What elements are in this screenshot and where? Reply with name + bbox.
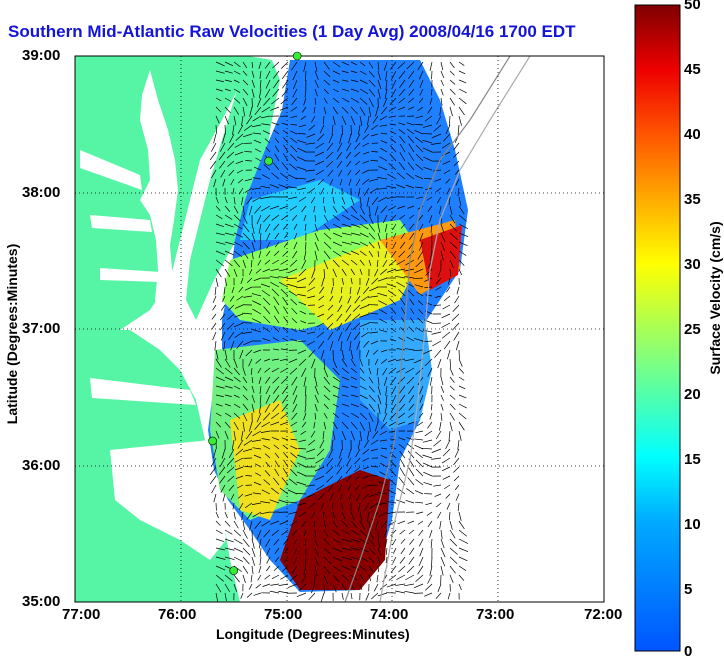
station-3 [209,437,217,445]
x-tick-6: 72:00 [584,606,622,623]
cb-tick-25: 25 [684,321,701,338]
y-tick-5: 35:00 [22,593,60,610]
cb-tick-0: 0 [684,643,692,660]
cb-tick-50: 50 [684,0,701,13]
cb-tick-35: 35 [684,191,701,208]
station-2 [265,157,273,165]
colorbar-label: Surface Velocity (cm/s) [707,198,723,398]
cb-tick-10: 10 [684,516,701,533]
y-tick-3: 37:00 [22,320,60,337]
station-1 [293,52,301,60]
y-tick-1: 39:00 [22,47,60,64]
x-tick-1: 77:00 [62,606,100,623]
x-tick-2: 76:00 [158,606,196,623]
x-tick-4: 74:00 [370,606,408,623]
y-axis-label: Latitude (Degrees:Minutes) [4,234,20,434]
x-tick-5: 73:00 [476,606,514,623]
y-tick-4: 36:00 [22,457,60,474]
cb-tick-20: 20 [684,386,701,403]
x-tick-3: 75:00 [264,606,302,623]
cb-tick-5: 5 [684,581,692,598]
y-tick-2: 38:00 [22,184,60,201]
cb-tick-15: 15 [684,451,701,468]
station-4 [230,567,238,575]
cb-tick-40: 40 [684,126,701,143]
cb-tick-30: 30 [684,256,701,273]
x-axis-label: Longitude (Degrees:Minutes) [216,626,410,642]
colorbar [635,5,680,651]
cb-tick-45: 45 [684,61,701,78]
